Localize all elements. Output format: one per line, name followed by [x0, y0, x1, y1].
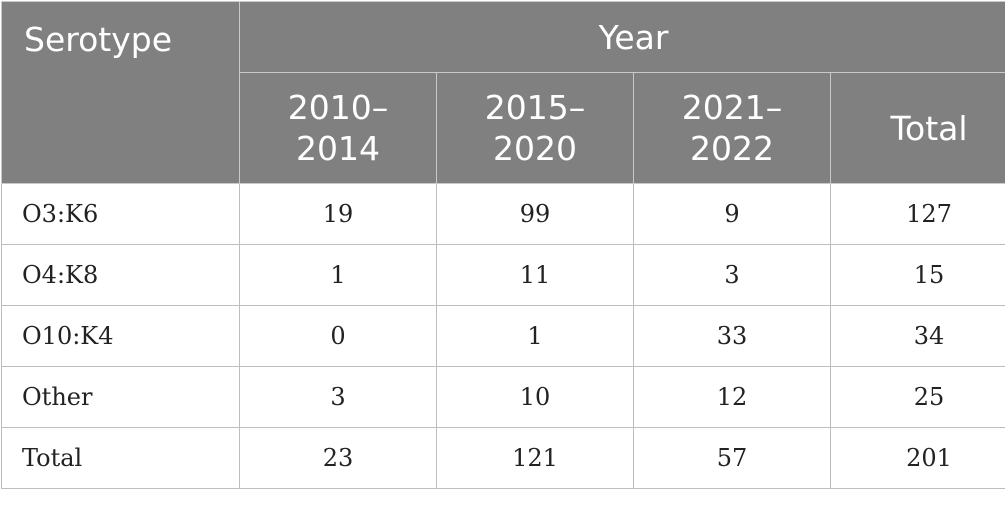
- table-cell: 127: [831, 184, 1005, 245]
- period-line-1: 2015–: [437, 87, 633, 128]
- table-cell: 33: [634, 306, 831, 367]
- row-label: O3:K6: [2, 184, 240, 245]
- period-line-2: 2020: [437, 128, 633, 169]
- table-cell: 201: [831, 428, 1005, 489]
- table-row: O3:K6 19 99 9 127: [2, 184, 1005, 245]
- table-header: Serotype Year 2010– 2014 2015– 2020 2021…: [2, 2, 1005, 184]
- table-body: O3:K6 19 99 9 127 O4:K8 1 11 3 15 O10:K4…: [2, 184, 1005, 489]
- table-cell: 0: [240, 306, 437, 367]
- table-cell: 12: [634, 367, 831, 428]
- row-label: Total: [2, 428, 240, 489]
- table-cell: 1: [240, 245, 437, 306]
- table-cell: 11: [437, 245, 634, 306]
- table-cell: 19: [240, 184, 437, 245]
- period-line-2: 2022: [634, 128, 830, 169]
- table-cell: 57: [634, 428, 831, 489]
- year-header: Year: [240, 2, 1005, 73]
- table-cell: 99: [437, 184, 634, 245]
- serotype-year-table: Serotype Year 2010– 2014 2015– 2020 2021…: [1, 1, 1005, 489]
- row-label: O10:K4: [2, 306, 240, 367]
- row-label: O4:K8: [2, 245, 240, 306]
- table-cell: 1: [437, 306, 634, 367]
- table-row: O4:K8 1 11 3 15: [2, 245, 1005, 306]
- period-line-1: 2021–: [634, 87, 830, 128]
- row-label: Other: [2, 367, 240, 428]
- total-header: Total: [831, 73, 1005, 184]
- table-cell: 3: [240, 367, 437, 428]
- serotype-header: Serotype: [2, 2, 240, 184]
- table-cell: 10: [437, 367, 634, 428]
- table-cell: 34: [831, 306, 1005, 367]
- table-row: Other 3 10 12 25: [2, 367, 1005, 428]
- table-cell: 3: [634, 245, 831, 306]
- table-cell: 9: [634, 184, 831, 245]
- table-cell: 23: [240, 428, 437, 489]
- period-line-1: 2010–: [240, 87, 436, 128]
- table-row: O10:K4 0 1 33 34: [2, 306, 1005, 367]
- period-header-2021-2022: 2021– 2022: [634, 73, 831, 184]
- period-header-2010-2014: 2010– 2014: [240, 73, 437, 184]
- period-line-2: 2014: [240, 128, 436, 169]
- period-header-2015-2020: 2015– 2020: [437, 73, 634, 184]
- header-row-1: Serotype Year: [2, 2, 1005, 73]
- table-cell: 15: [831, 245, 1005, 306]
- table-row-total: Total 23 121 57 201: [2, 428, 1005, 489]
- table-cell: 25: [831, 367, 1005, 428]
- table-cell: 121: [437, 428, 634, 489]
